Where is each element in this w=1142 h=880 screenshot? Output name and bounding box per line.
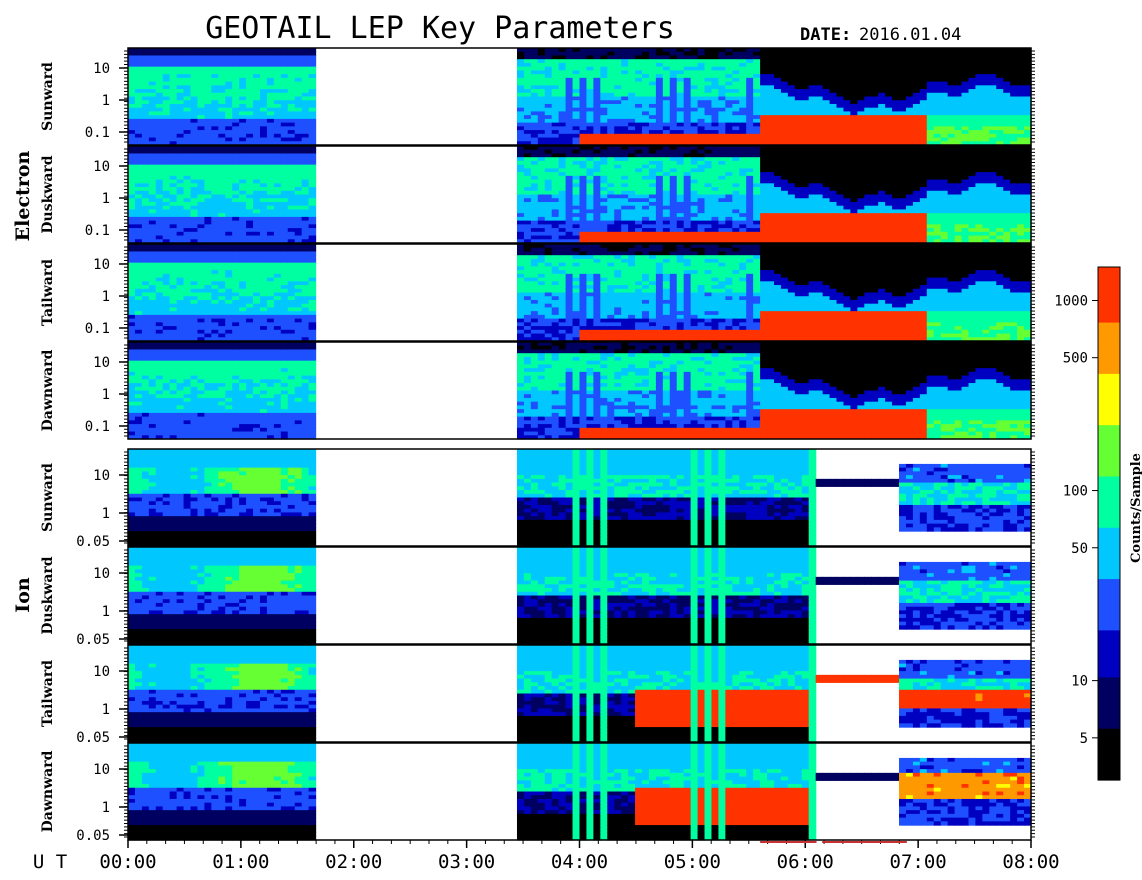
electron-species-label: Electron [12,151,34,242]
x-tick-label: 06:00 [777,851,834,873]
date-value: 2016.01.04 [859,25,961,45]
y-tick-label: 10 [93,566,110,582]
ion-duskward-panel [124,547,1035,645]
x-tick-label: 01:00 [212,851,269,873]
ion-tailward-panel [124,645,1035,743]
chart-title: GEOTAIL LEP Key Parameters [205,11,675,46]
spectrogram-panels [124,48,1035,841]
y-tick-label: 10 [93,762,110,778]
y-tick-label: 1 [102,191,110,207]
y-tick-label: 1 [102,604,110,620]
y-tick-label: 10 [93,468,110,484]
y-tick-label: 10 [93,355,110,371]
x-axis-label: U T [33,851,67,873]
y-tick-label: 10 [93,257,110,273]
ion-dawnward-panel [124,743,1035,841]
x-tick-label: 05:00 [664,851,721,873]
panel-direction-label: Duskward [40,556,56,634]
y-tick-label: 1 [102,702,110,718]
y-tick-label: 0.1 [85,321,110,337]
y-tick-label: 1 [102,289,110,305]
colorbar-tick-label: 100 [1063,484,1088,500]
y-tick-label: 1 [102,800,110,816]
ion-species-label: Ion [12,577,34,613]
panel-direction-label: Dawnward [40,750,56,832]
electron-dawnward-panel [124,342,1035,440]
panel-direction-label: Sunward [40,62,56,131]
y-tick-label: 0.1 [85,419,110,435]
colorbar-tick-label: 1000 [1054,293,1088,309]
y-tick-label: 1 [102,506,110,522]
electron-tailward-panel [124,244,1035,342]
lep-spectrogram-figure: GEOTAIL LEP Key Parameters DATE: 2016.01… [0,0,1142,880]
colorbar-tick-label: 50 [1071,541,1088,557]
colorbar-tick-label: 10 [1071,674,1088,690]
y-tick-label: 10 [93,61,110,77]
panel-direction-label: Dawnward [40,349,56,431]
x-tick-label: 03:00 [438,851,495,873]
y-tick-label: 0.05 [76,632,110,648]
colorbar-tick-label: 5 [1080,731,1088,747]
y-tick-label: 0.05 [76,730,110,746]
x-axis: U T 00:00 01:00 02:00 03:00 04:00 05:00 06:00 07… [33,840,1060,873]
y-tick-label: 0.1 [85,125,110,141]
x-tick-label: 08:00 [1002,851,1059,873]
colorbar-tick-label: 500 [1063,351,1088,367]
panel-direction-label: Sunward [40,463,56,532]
y-tick-label: 1 [102,93,110,109]
y-tick-label: 0.05 [76,534,110,550]
panel-direction-label: Tailward [40,259,56,326]
x-tick-label: 04:00 [551,851,608,873]
colorbar-label: Counts/Sample [1129,453,1142,563]
y-tick-label: 10 [93,159,110,175]
ion-sunward-panel [124,449,1035,547]
x-tick-label: 00:00 [99,851,156,873]
date-label: DATE: [800,25,851,45]
x-tick-label: 07:00 [890,851,947,873]
axis-labels: 10 1 0.1 Sunward 10 1 0.1 Duskward 10 1 0.1 Tailwar… [12,61,128,844]
electron-sunward-panel [124,48,1035,146]
panel-direction-label: Tailward [40,660,56,727]
x-tick-label: 02:00 [325,851,382,873]
y-tick-label: 10 [93,664,110,680]
y-tick-label: 1 [102,387,110,403]
y-tick-label: 0.05 [76,828,110,844]
electron-duskward-panel [124,146,1035,244]
panel-direction-label: Duskward [40,155,56,233]
y-tick-label: 0.1 [85,223,110,239]
colorbar: 1000 500 100 50 10 5 Counts/Sample [1054,267,1142,781]
